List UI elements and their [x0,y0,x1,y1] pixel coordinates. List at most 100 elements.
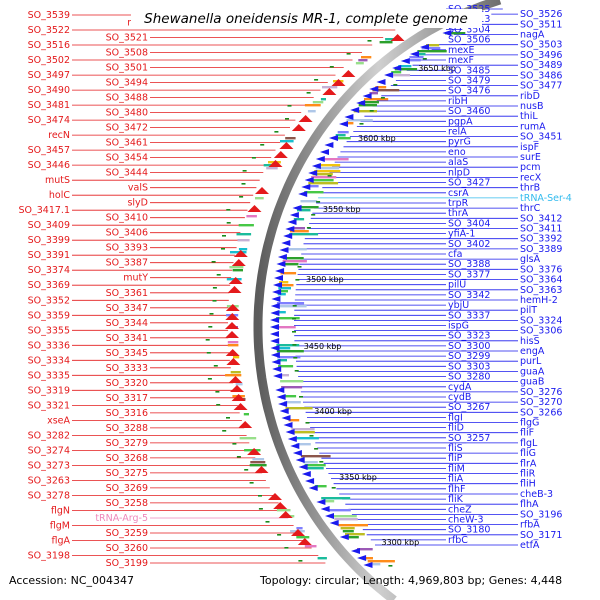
gc-bar [426,44,440,47]
gene-arrow-reverse [384,72,394,78]
gc-bar [296,443,311,446]
feature-tick [260,144,265,146]
gene-arrow-forward [254,466,269,473]
gc-bar [394,68,418,71]
gene-arrow-forward [279,142,294,149]
gene-arrow-forward [278,511,293,518]
gc-bar [311,176,337,179]
gc-bar [317,164,341,167]
gene-label: SO_3276 [520,387,562,398]
scale-label: 3600 kbp [358,134,396,143]
gene-label: SO_3317 [106,393,148,404]
gene-arrow-reverse [274,275,283,281]
gene-label: SO_3511 [520,19,562,30]
gene-label: flgA [51,536,70,547]
gene-label: SO_3522 [28,25,70,36]
feature-tick [226,209,231,211]
feature-tick [226,222,231,224]
gene-label: csrA [448,188,469,199]
gene-label: eno [448,147,466,158]
gene-label: recX [520,173,542,184]
gene-label: SO_3196 [520,509,562,520]
gc-bar [344,122,354,125]
gene-label: SO_3516 [28,40,70,51]
feature-tick [258,508,263,510]
gene-arrow-forward [228,277,243,284]
gene-label: surE [520,152,541,163]
gc-bar [342,530,354,533]
gene-label: tRNA-Arg-5 [95,513,148,524]
gene-arrow-reverse [270,338,280,344]
forward-strand-genes [225,34,405,545]
gene-label: SO_3521 [106,33,148,44]
right-gene-labels: SO_3525SO_3526SO_3513SO_3511SO_3504nagAS… [448,4,572,551]
gene-label: flgI [448,412,463,423]
gene-label: etfA [520,540,540,551]
gene-label: cheZ [448,504,472,515]
gene-label: SO_3369 [28,280,70,291]
gene-arrow-reverse [275,387,285,393]
gene-label: cydA [448,382,472,393]
gc-bar [417,50,447,53]
gene-arrow-forward [228,376,243,383]
gene-arrow-forward [322,88,337,95]
gene-arrow-reverse [304,177,314,183]
feature-tick [212,300,217,302]
gene-label: ispF [520,142,539,153]
gene-label: SO_3319 [28,385,70,396]
gene-label: SO_3479 [448,76,490,87]
gene-arrow-reverse [357,555,367,561]
gene-label: SO_3336 [28,340,70,351]
gene-label: yfiA-1 [448,229,475,240]
gene-label: SO_3278 [28,490,70,501]
feature-tick [265,521,270,523]
gene-arrow-forward [231,259,246,266]
gc-bar [230,371,241,374]
gene-arrow-forward [268,160,283,167]
gene-label: fliG [520,448,536,459]
feature-tick [295,279,300,281]
gc-bar [445,32,466,35]
gc-bar [282,263,299,266]
gene-label: mexE [448,45,475,56]
gene-arrow-reverse [311,163,321,169]
gene-label: pilU [448,280,466,291]
feature-tick [331,487,336,489]
gene-arrow-reverse [308,485,318,491]
gene-label: SO_3494 [106,78,148,89]
feature-tick [232,443,237,445]
gene-label: SO_3364 [520,275,562,286]
gene-label: SO_3496 [520,50,562,61]
gene-label: SO_3361 [106,288,148,299]
gene-label: SO_3417.1 [19,205,71,216]
gene-arrow-forward [268,493,282,500]
gc-bar [323,500,335,503]
gc-bar [308,182,339,185]
feature-tick [249,482,254,484]
gene-label: SO_3409 [28,220,70,231]
gene-label: fliH [520,479,536,490]
gene-label: SO_3446 [28,160,70,171]
gc-bar [304,104,321,107]
gene-arrow-reverse [273,373,283,379]
gene-label: SO_3377 [448,269,490,280]
gene-arrow-reverse [271,296,281,302]
gc-bar [277,293,286,296]
gene-arrow-reverse [281,240,291,246]
gc-bar [355,62,364,65]
gene-label: SO_3404 [448,218,490,229]
gene-arrow-forward [247,205,262,212]
gene-label: engA [520,346,545,357]
left-leader-lines [72,14,424,564]
map-title: Shewanella oneidensis MR-1, complete gen… [144,11,468,27]
gc-bar [335,134,346,137]
feature-tick [306,92,311,94]
scale-label: 3350 kbp [339,473,377,482]
gc-bar [282,260,307,263]
gene-arrow-reverse [270,331,279,337]
gc-bar [300,455,331,458]
gene-label: SO_3444 [106,168,148,179]
gene-label: SO_3303 [448,361,490,372]
gene-label: pcm [520,162,541,173]
gc-bar [322,86,338,89]
